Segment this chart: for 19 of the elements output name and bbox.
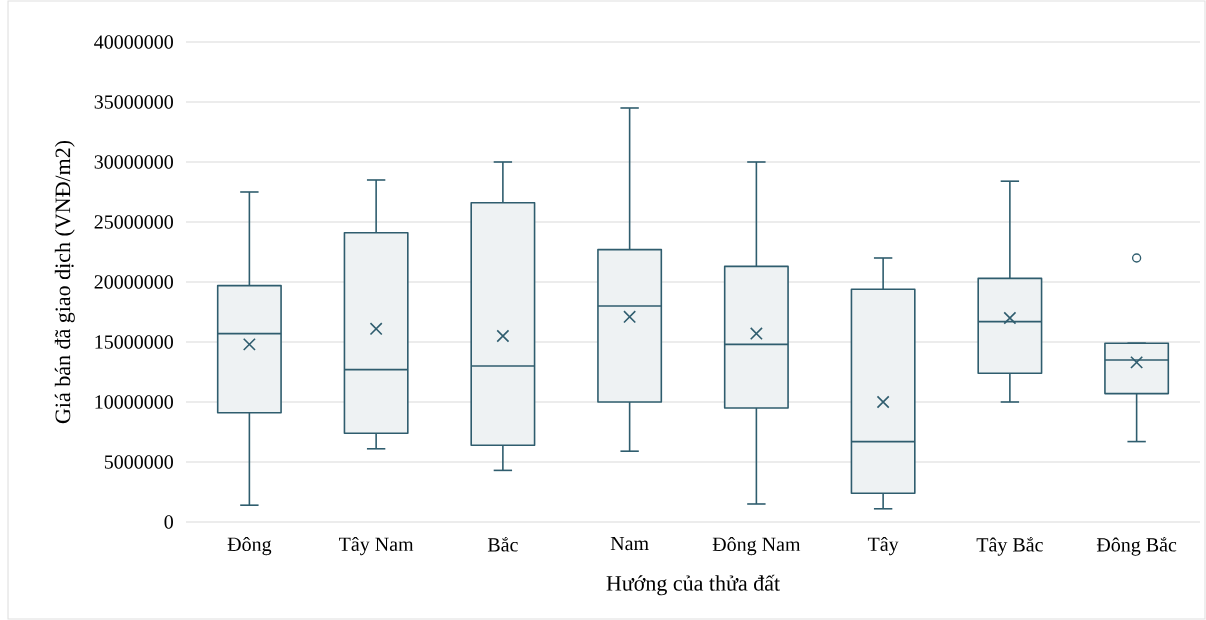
x-tick-label: Bắc <box>487 536 518 552</box>
y-tick-label: 40000000 <box>94 35 173 49</box>
x-tick-label: Đông Nam <box>712 536 801 556</box>
x-tick-label: Đông Bắc <box>1096 536 1177 556</box>
y-tick-label: 15000000 <box>95 335 173 349</box>
x-axis-title: Hướng của thửa đất <box>606 574 780 596</box>
y-tick-label: 5000000 <box>104 455 173 469</box>
y-tick-label: 35000000 <box>94 95 173 109</box>
x-tick-label: Tây Nam <box>339 536 414 556</box>
x-tick-label: Tây <box>867 536 899 556</box>
x-tick-label: Tây Bắc <box>976 536 1043 556</box>
y-tick-label: 25000000 <box>94 215 173 229</box>
y-tick-label: 30000000 <box>94 155 173 169</box>
y-axis-title: Giá bán đã giao dịch (VNĐ/m2) <box>54 140 75 424</box>
x-tick-label: Đông <box>227 536 272 556</box>
x-tick-label: Nam <box>610 536 649 551</box>
y-tick-label: 0 <box>164 515 173 529</box>
y-tick-label: 20000000 <box>94 275 173 289</box>
y-tick-label: 10000000 <box>95 395 173 409</box>
